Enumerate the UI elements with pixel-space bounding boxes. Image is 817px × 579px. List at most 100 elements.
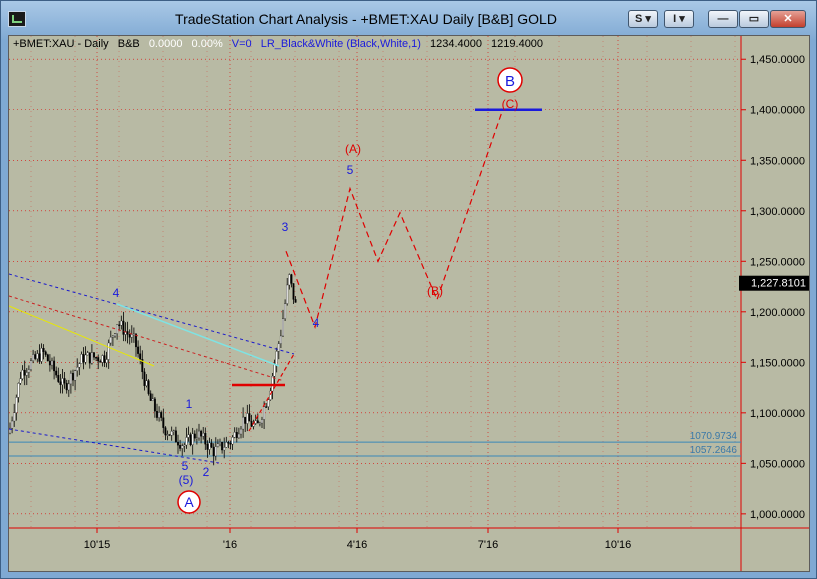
value1: 1234.4000 (429, 38, 482, 50)
wave-B-circle (497, 67, 523, 93)
window-title: TradeStation Chart Analysis - +BMET:XAU … (175, 11, 557, 27)
candle-body (158, 412, 161, 418)
candle-body (168, 434, 171, 436)
candle-body (32, 354, 35, 361)
last-price-tag (739, 275, 809, 291)
candle-body (185, 437, 188, 446)
candle-body (105, 359, 108, 363)
candle-body (195, 437, 198, 440)
candle-body (139, 353, 142, 360)
candle-body (124, 331, 127, 335)
wave-2-label: 2 (203, 465, 210, 479)
pct-value: 0.00% (191, 38, 223, 50)
candle-body (212, 446, 215, 457)
candle-body (193, 433, 196, 439)
study-button[interactable]: S ▾ (628, 10, 658, 28)
support-line-label: 1057.2646 (690, 445, 738, 456)
candle-body (145, 380, 148, 386)
candle-body (214, 446, 217, 457)
candle-body (135, 333, 137, 348)
sub-label: B&B (117, 38, 140, 50)
price-tick-label: 1,200.0000 (750, 307, 805, 319)
candle-body (191, 433, 194, 446)
candle-body (30, 360, 32, 370)
candle-body (164, 427, 167, 436)
candle-body (244, 416, 247, 424)
candle-body (284, 303, 287, 319)
title-bar[interactable]: TradeStation Chart Analysis - +BMET:XAU … (1, 1, 816, 33)
candle-body (233, 432, 236, 438)
price-chart[interactable]: 10'15 '16 4'16 7'16 10'16 1,450.0000 1,400.000… (9, 36, 809, 571)
candle-body (225, 442, 228, 448)
last-price-label: 1,227.8101 (751, 278, 806, 290)
candle-body (23, 369, 26, 376)
price-tick-label: 1,050.0000 (750, 458, 805, 470)
candle-body (97, 357, 100, 362)
candle-body (80, 354, 83, 364)
time-tick-label: '16 (223, 539, 237, 551)
change-value: 0.0000 (148, 38, 183, 50)
candle-body (277, 343, 280, 352)
candle-body (90, 352, 93, 364)
candle-body (74, 370, 77, 381)
price-tick-label: 1,250.0000 (750, 256, 805, 268)
price-tick-label: 1,350.0000 (750, 155, 805, 167)
minimize-button[interactable]: — (708, 10, 738, 28)
restore-button[interactable]: ▭ (739, 10, 769, 28)
candle-body (282, 318, 284, 337)
candle-body (160, 412, 163, 418)
elliott-projection-path (285, 111, 503, 329)
close-button[interactable]: ✕ (770, 10, 806, 28)
study-button-label: S (635, 13, 643, 25)
candle-body (248, 413, 251, 422)
candle-body (181, 445, 184, 449)
time-tick-label: 10'15 (84, 539, 111, 551)
candle-body (147, 380, 150, 394)
candle-body (216, 443, 219, 447)
candle-body (9, 427, 11, 434)
candle-body (153, 398, 156, 412)
indicator-button-label: I (673, 13, 677, 25)
wave-B-paren-label: (B) (427, 284, 443, 298)
candle-body (51, 360, 53, 366)
candle-body (116, 324, 119, 334)
candle-body (174, 430, 177, 443)
candle-body (38, 353, 41, 362)
indicator-button[interactable]: I ▾ (664, 10, 694, 28)
candle-body (170, 431, 173, 436)
candle-body (208, 442, 211, 450)
price-tick-label: 1,400.0000 (750, 105, 805, 117)
candle-body (275, 351, 278, 366)
candle-body (292, 283, 295, 300)
candle-body (46, 354, 49, 362)
candle-body (254, 420, 257, 424)
wave-A-paren-label: (A) (345, 142, 361, 156)
candle-body (65, 382, 68, 391)
candle-body (271, 376, 274, 392)
price-tick-label: 1,300.0000 (750, 206, 805, 218)
candle-body (99, 360, 102, 363)
symbol-label: +BMET:XAU - Daily (13, 38, 109, 50)
candle-body (88, 352, 91, 364)
candle-body (72, 373, 74, 381)
candle-body (258, 422, 261, 425)
candle-body (166, 434, 169, 436)
candle-body (227, 442, 230, 444)
chart-area[interactable]: 10'15 '16 4'16 7'16 10'16 1,450.0000 1,400.000… (8, 35, 810, 572)
candle-body (95, 357, 98, 359)
wave-3-label: 3 (282, 220, 289, 234)
candle-body (57, 374, 60, 382)
candle-body (53, 360, 56, 372)
candle-body (76, 366, 79, 371)
candle-body (286, 284, 289, 304)
candle-body (256, 420, 259, 424)
candle-body (82, 354, 85, 363)
wave-C-paren-label: (C) (502, 97, 519, 111)
candle-body (40, 348, 43, 362)
candle-body (179, 445, 182, 449)
candle-body (237, 433, 240, 438)
candle-body (223, 447, 226, 451)
candle-body (111, 335, 114, 338)
candle-body (261, 419, 263, 424)
wave-4b-label: 4 (313, 316, 320, 330)
